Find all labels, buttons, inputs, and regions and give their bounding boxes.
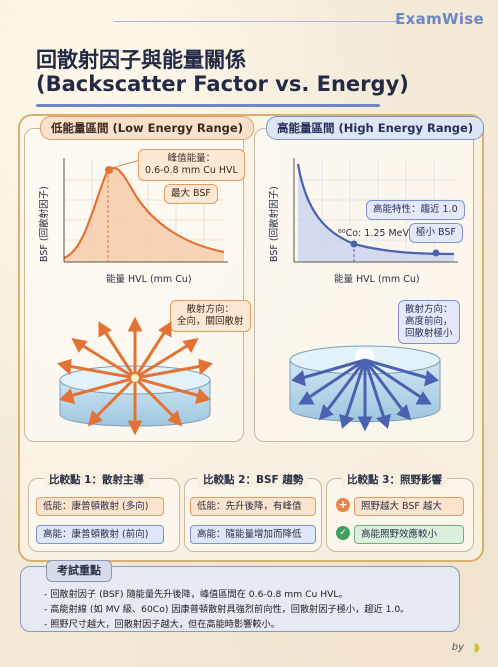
min-bsf-point	[432, 249, 440, 257]
low-energy-curve-fill	[64, 168, 224, 262]
check-icon: ✓	[336, 526, 350, 540]
page-title-zh: 回散射因子與能量關係	[36, 48, 246, 72]
comparison-3-high: 高能照野效應較小	[354, 525, 464, 544]
page-title-en: (Backscatter Factor vs. Energy)	[36, 72, 409, 96]
peak-point	[105, 166, 113, 174]
comparison-2-high: 高能：隨能量增加而降低	[190, 525, 316, 544]
high-energy-header: 高能量區間 (High Energy Range)	[266, 116, 485, 140]
key-points-box	[20, 566, 460, 632]
high-energy-phantom	[289, 345, 441, 432]
brand-divider	[114, 21, 400, 22]
low-scatter-arrows	[56, 316, 214, 436]
high-x-axis-label: 能量 HVL (mm Cu)	[334, 274, 420, 285]
low-energy-header: 低能量區間 (Low Energy Range)	[40, 116, 254, 140]
low-direction-line1: 散射方向：	[186, 304, 235, 315]
high-energy-curve-fill	[298, 164, 454, 262]
high-trait-label: 高能特性：趨近 1.0	[366, 200, 465, 220]
title-underline	[36, 104, 380, 107]
high-energy-chart	[293, 158, 458, 263]
low-energy-chart	[63, 158, 228, 263]
co60-label: ⁶⁰Co: 1.25 MeV	[338, 228, 409, 239]
low-energy-phantom	[56, 316, 214, 436]
low-x-axis-label: 能量 HVL (mm Cu)	[106, 274, 192, 285]
key-point-2: - 高能射線 (如 MV 級、60Co) 因康普頓散射具強烈前向性，回散射因子極…	[44, 604, 410, 615]
key-points-title: 考試重點	[46, 560, 112, 582]
high-direction-line2: 高度前向，	[405, 316, 453, 327]
comparison-2-low: 低能：先升後降，有峰值	[190, 497, 316, 516]
high-direction-callout: 散射方向： 高度前向， 回散射極小	[398, 300, 460, 344]
peak-callout-line1: 峰值能量：	[167, 153, 216, 164]
key-point-3: - 照野尺寸越大，回散射因子越大，但在高能時影響較小。	[44, 619, 280, 630]
high-direction-line1: 散射方向：	[405, 304, 453, 315]
comparison-title-1: 比較點 1：散射主導	[44, 472, 149, 487]
low-direction-line2: 全向，關回散射	[177, 316, 244, 327]
comparison-1-low: 低能：康普頓散射 (多向)	[36, 497, 164, 516]
footer-by: by	[451, 642, 464, 653]
comparison-1-high: 高能：康普頓散射 (前向)	[36, 525, 164, 544]
plus-icon: +	[336, 498, 350, 512]
co60-point	[350, 240, 358, 248]
comparison-title-3: 比較點 3：照野影響	[342, 472, 447, 487]
comparison-3-low: 照野越大 BSF 越大	[354, 497, 464, 516]
key-point-1: - 回散射因子 (BSF) 隨能量先升後降，峰值區間在 0.6-0.8 mm C…	[44, 589, 348, 600]
high-direction-line3: 回散射極小	[405, 328, 453, 339]
low-energy-curve	[63, 167, 225, 260]
high-scatter-arrows	[291, 358, 439, 432]
banana-icon: ◗	[473, 640, 480, 654]
comparison-title-2: 比較點 2：BSF 趨勢	[198, 472, 309, 487]
min-bsf-label: 極小 BSF	[409, 223, 463, 243]
peak-callout-line2: 0.6-0.8 mm Cu HVL	[145, 165, 238, 176]
low-y-axis-label: BSF (回散射因子)	[39, 186, 50, 262]
peak-energy-callout: 峰值能量： 0.6-0.8 mm Cu HVL	[138, 149, 245, 181]
low-direction-callout: 散射方向： 全向，關回散射	[170, 300, 251, 332]
max-bsf-label: 最大 BSF	[164, 184, 218, 204]
brand-logo: ExamWise	[395, 10, 484, 28]
high-y-axis-label: BSF (回散射因子)	[269, 186, 280, 262]
